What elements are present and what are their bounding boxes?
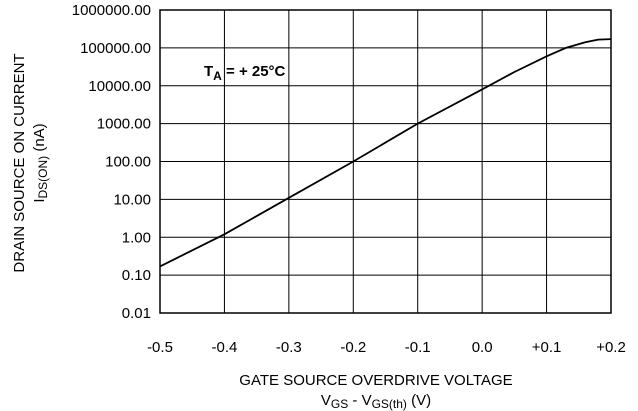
x-axis-title: GATE SOURCE OVERDRIVE VOLTAGE bbox=[239, 372, 512, 389]
x-tick-label: -0.2 bbox=[340, 339, 366, 356]
grid bbox=[160, 10, 611, 313]
x-tick-labels: -0.5 -0.4 -0.3 -0.2 -0.1 0.0 +0.1 +0.2 bbox=[147, 339, 626, 356]
y-axis-unit: IDS(ON) (nA) bbox=[31, 123, 50, 202]
y-tick-label: 10.00 bbox=[113, 191, 151, 208]
y-tick-label: 1.00 bbox=[122, 229, 151, 246]
y-tick-label: 1000000.00 bbox=[72, 2, 151, 19]
x-tick-label: +0.2 bbox=[596, 339, 626, 356]
x-tick-label: 0.0 bbox=[472, 339, 493, 356]
x-axis-unit: VGS - VGS(th) (V) bbox=[321, 392, 431, 411]
x-tick-label: -0.4 bbox=[211, 339, 237, 356]
y-tick-label: 10000.00 bbox=[88, 78, 151, 95]
y-axis-title: DRAIN SOURCE ON CURRENT bbox=[11, 53, 28, 272]
x-tick-label: +0.1 bbox=[532, 339, 562, 356]
y-tick-label: 0.10 bbox=[122, 267, 151, 284]
x-tick-label: -0.1 bbox=[405, 339, 431, 356]
annotation-temperature: TA = + 25°C bbox=[204, 63, 286, 83]
x-tick-label: -0.5 bbox=[147, 339, 173, 356]
series-line bbox=[159, 38, 612, 268]
plot-frame bbox=[159, 9, 612, 314]
y-tick-label: 1000.00 bbox=[97, 116, 151, 133]
x-tick-label: -0.3 bbox=[276, 339, 302, 356]
y-tick-label: 100000.00 bbox=[80, 40, 151, 57]
y-tick-label: 100.00 bbox=[105, 154, 151, 171]
y-tick-label: 0.01 bbox=[122, 305, 151, 322]
y-tick-labels: 0.01 0.10 1.00 10.00 100.00 1000.00 10000.00 10… bbox=[72, 2, 151, 322]
